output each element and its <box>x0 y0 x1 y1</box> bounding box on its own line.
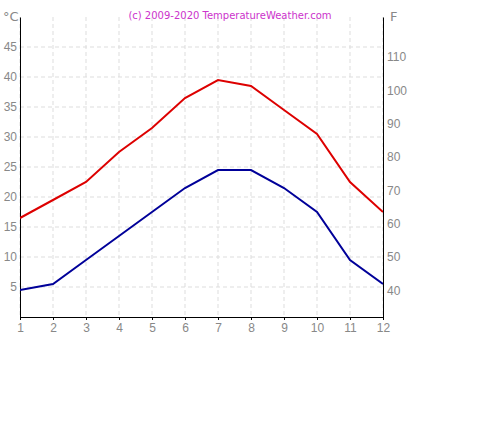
grid-line <box>53 17 54 317</box>
tick-label: 9 <box>281 321 288 335</box>
tick-label: 80 <box>387 150 401 164</box>
series-group <box>20 80 383 290</box>
tick-label: 30 <box>4 130 18 144</box>
tick-label: 15 <box>4 220 18 234</box>
axis-title: F <box>390 9 397 24</box>
grid-line <box>218 17 219 317</box>
tick-label: 10 <box>4 250 18 264</box>
tick: 3 <box>83 317 90 335</box>
tick: 2 <box>50 317 57 335</box>
axis-line <box>21 318 384 321</box>
tick-label: 7 <box>215 321 222 335</box>
line <box>20 170 383 290</box>
tick: 15 <box>4 220 20 234</box>
grid-line <box>20 47 383 48</box>
tick: 35 <box>4 100 20 114</box>
tick-label: 5 <box>149 321 156 335</box>
tick-label: 5 <box>10 280 17 294</box>
tick: 5 <box>10 280 20 294</box>
tick-label: 70 <box>387 184 401 198</box>
tick: 20 <box>4 190 20 204</box>
axis: 5 10 15 20 25 30 35 40 45 <box>4 18 21 318</box>
tick: 7 <box>215 317 222 335</box>
tick: 60 <box>383 217 401 231</box>
axis-title: °C <box>3 9 19 24</box>
tick-label: 10 <box>311 321 325 335</box>
grid-line <box>383 17 384 317</box>
grid-line <box>20 137 383 138</box>
tick: 8 <box>248 317 255 335</box>
tick: 1 <box>17 317 24 335</box>
tick: 25 <box>4 160 20 174</box>
tick-label: 45 <box>4 40 18 54</box>
tick-label: 3 <box>83 321 90 335</box>
tick: 40 <box>4 70 20 84</box>
tick: 100 <box>383 84 407 98</box>
tick-label: 110 <box>387 50 406 64</box>
grid-line <box>86 17 87 317</box>
tick-label: 40 <box>387 284 401 298</box>
grid-line <box>20 167 383 168</box>
tick-label: 20 <box>4 190 18 204</box>
tick: 10 <box>4 250 20 264</box>
tick-label: 35 <box>4 100 18 114</box>
tick: 45 <box>4 40 20 54</box>
title: (c) 2009-2020 TemperatureWeather.com <box>128 10 331 21</box>
tick-label: 2 <box>50 321 57 335</box>
axis: 123456789101112 <box>17 317 390 335</box>
tick-label: 8 <box>248 321 255 335</box>
tick: 12 <box>377 317 391 335</box>
grid-line <box>317 17 318 317</box>
tick-label: 100 <box>387 84 407 98</box>
grid-line <box>20 257 383 258</box>
tick-label: 25 <box>4 160 18 174</box>
grid-line <box>350 17 351 317</box>
grid-line <box>152 17 153 317</box>
tick-label: 40 <box>4 70 18 84</box>
grid-line <box>251 17 252 317</box>
tick: 30 <box>4 130 20 144</box>
grid-line <box>20 107 383 108</box>
grid-line <box>119 17 120 317</box>
tick: 11 <box>344 317 357 335</box>
grid-line <box>284 17 285 317</box>
tick-label: 90 <box>387 117 401 131</box>
grid-line <box>20 77 383 78</box>
tick: 50 <box>383 250 401 264</box>
tick: 90 <box>383 117 401 131</box>
tick: 40 <box>383 284 401 298</box>
axis: 40 50 60 70 80 90 100 110 <box>383 18 407 318</box>
axis-line <box>20 18 21 318</box>
tick: 4 <box>116 317 123 335</box>
tick: 9 <box>281 317 288 335</box>
tick-label: 11 <box>344 321 357 335</box>
grid-line <box>20 287 383 288</box>
tick: 80 <box>383 150 401 164</box>
plot: 1234567891011125101520253035404540506070… <box>4 17 408 335</box>
tick: 6 <box>182 317 189 335</box>
tick: 10 <box>311 317 325 335</box>
grid-line <box>185 17 186 317</box>
tick: 110 <box>383 50 406 64</box>
tick-label: 4 <box>116 321 123 335</box>
chart: 1234567891011125101520253035404540506070… <box>0 0 504 425</box>
tick-label: 50 <box>387 250 401 264</box>
tick-label: 1 <box>17 321 24 335</box>
tick-label: 12 <box>377 321 391 335</box>
tick: 70 <box>383 184 401 198</box>
line <box>20 80 383 218</box>
grid <box>20 17 383 317</box>
grid-line <box>20 17 21 317</box>
tick-label: 60 <box>387 217 401 231</box>
tick-label: 6 <box>182 321 189 335</box>
tick: 5 <box>149 317 156 335</box>
axis-line <box>383 18 384 318</box>
grid-line <box>20 197 383 198</box>
